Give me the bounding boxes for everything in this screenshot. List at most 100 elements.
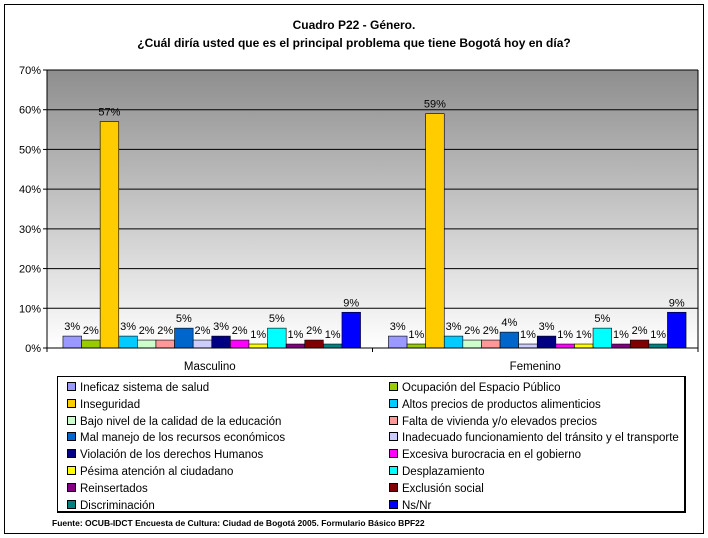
data-label: 4% [501, 317, 517, 329]
chart-legend: Ineficaz sistema de salud Ocupación del E… [57, 376, 686, 513]
data-label: 2% [483, 325, 499, 337]
plot-area [47, 70, 698, 348]
legend-swatch [67, 466, 76, 475]
data-label: 59% [424, 99, 446, 111]
data-label: 2% [194, 325, 210, 337]
data-label: 2% [232, 325, 248, 337]
bar [499, 331, 519, 349]
legend-swatch [389, 432, 398, 442]
legend-swatch [67, 449, 76, 459]
legend-item: Ns/Nr [389, 499, 431, 513]
bar [518, 343, 538, 349]
bar [248, 343, 268, 349]
bar [406, 343, 426, 349]
legend-label: Discriminación [80, 499, 155, 512]
source-note: Fuente: OCUB-IDCT Encuesta de Cultura: C… [52, 518, 425, 528]
bar [267, 327, 287, 349]
chart-title-line2: ¿Cuál diría usted que es el principal pr… [137, 36, 571, 50]
data-label: 1% [408, 329, 424, 341]
legend-item: Desplazamiento [389, 465, 484, 479]
data-label: 57% [98, 107, 120, 119]
legend-label: Ineficaz sistema de salud [80, 382, 210, 394]
legend-label: Bajo nivel de la calidad de la educación [80, 415, 282, 428]
data-label: 1% [287, 329, 303, 341]
bar [285, 343, 306, 349]
legend-label: Ns/Nr [402, 499, 432, 512]
legend-label: Exclusión social [402, 482, 484, 495]
legend-label: Inseguridad [80, 398, 141, 411]
data-label: 9% [669, 297, 685, 309]
data-label: 2% [306, 325, 322, 337]
legend-label: Desplazamiento [402, 466, 485, 478]
bar [462, 339, 482, 349]
data-label: 1% [250, 329, 266, 341]
data-label: 1% [576, 329, 592, 341]
bar [62, 335, 82, 349]
y-tick-label: 40% [19, 184, 41, 196]
data-label: 2% [464, 325, 480, 337]
legend-swatch [389, 415, 398, 425]
data-label: 1% [613, 329, 629, 341]
bar [388, 335, 408, 349]
legend-label: Ocupación del Espacio Público [402, 382, 561, 394]
legend-swatch [389, 398, 398, 408]
data-label: 9% [343, 297, 359, 309]
data-label: 5% [176, 313, 192, 325]
legend-item: Exclusión social [389, 482, 484, 496]
data-label: 2% [157, 325, 173, 337]
bar [667, 311, 687, 349]
bar [192, 339, 213, 349]
y-tick-label: 60% [19, 105, 41, 117]
bar [574, 343, 594, 349]
legend-label: Altos precios de productos alimenticios [402, 398, 601, 411]
data-label: 3% [539, 321, 555, 333]
bar [611, 343, 631, 349]
legend-item: Inadecuado funcionamiento del tránsito y… [389, 431, 679, 445]
legend-swatch [67, 432, 76, 442]
legend-swatch [389, 482, 398, 492]
legend-label: Pésima atención al ciudadano [80, 466, 234, 478]
legend-swatch [67, 382, 76, 391]
bar [230, 339, 250, 349]
bar [629, 339, 650, 349]
legend-label: Reinsertados [80, 482, 148, 495]
legend-swatch [67, 482, 76, 492]
legend-label: Inadecuado funcionamiento del tránsito y… [402, 432, 679, 445]
data-label: 3% [213, 321, 229, 333]
bar [425, 113, 445, 349]
bar [323, 343, 343, 349]
legend-item: Mal manejo de los recursos económicos [67, 431, 285, 445]
bar [211, 335, 231, 349]
bar [304, 339, 324, 349]
legend-swatch [67, 499, 76, 509]
legend-item: Excesiva burocracia en el gobierno [389, 448, 581, 462]
data-label: 3% [446, 321, 462, 333]
legend-swatch [389, 382, 398, 391]
data-label: 3% [390, 321, 406, 333]
y-tick-label: 30% [19, 224, 41, 236]
bar-chart: 0%10%20%30%40%50%60%70%3% 2%57%3% 2% 2%5%2%… [19, 65, 699, 373]
bar [137, 339, 157, 349]
bar [536, 335, 557, 349]
bar [443, 335, 464, 349]
legend-swatch [389, 449, 398, 459]
legend-item: Bajo nivel de la calidad de la educación [67, 415, 281, 429]
y-tick-label: 10% [19, 303, 41, 315]
bar [174, 327, 194, 349]
bar [555, 343, 575, 349]
y-tick-label: 20% [19, 264, 41, 276]
bar [341, 311, 361, 349]
data-label: 5% [594, 313, 610, 325]
bar [155, 339, 175, 349]
bar [81, 339, 101, 349]
bar [118, 335, 138, 349]
data-label: 2% [139, 325, 155, 337]
data-label: 2% [632, 325, 648, 337]
legend-item: Ocupación del Espacio Público [389, 381, 561, 395]
legend-item: Inseguridad [67, 398, 140, 412]
legend-label: Falta de vivienda y/o elevados precios [402, 415, 597, 428]
legend-item: Pésima atención al ciudadano [67, 465, 233, 479]
legend-swatch [67, 415, 76, 425]
bar [592, 327, 612, 349]
data-label: 1% [520, 329, 536, 341]
